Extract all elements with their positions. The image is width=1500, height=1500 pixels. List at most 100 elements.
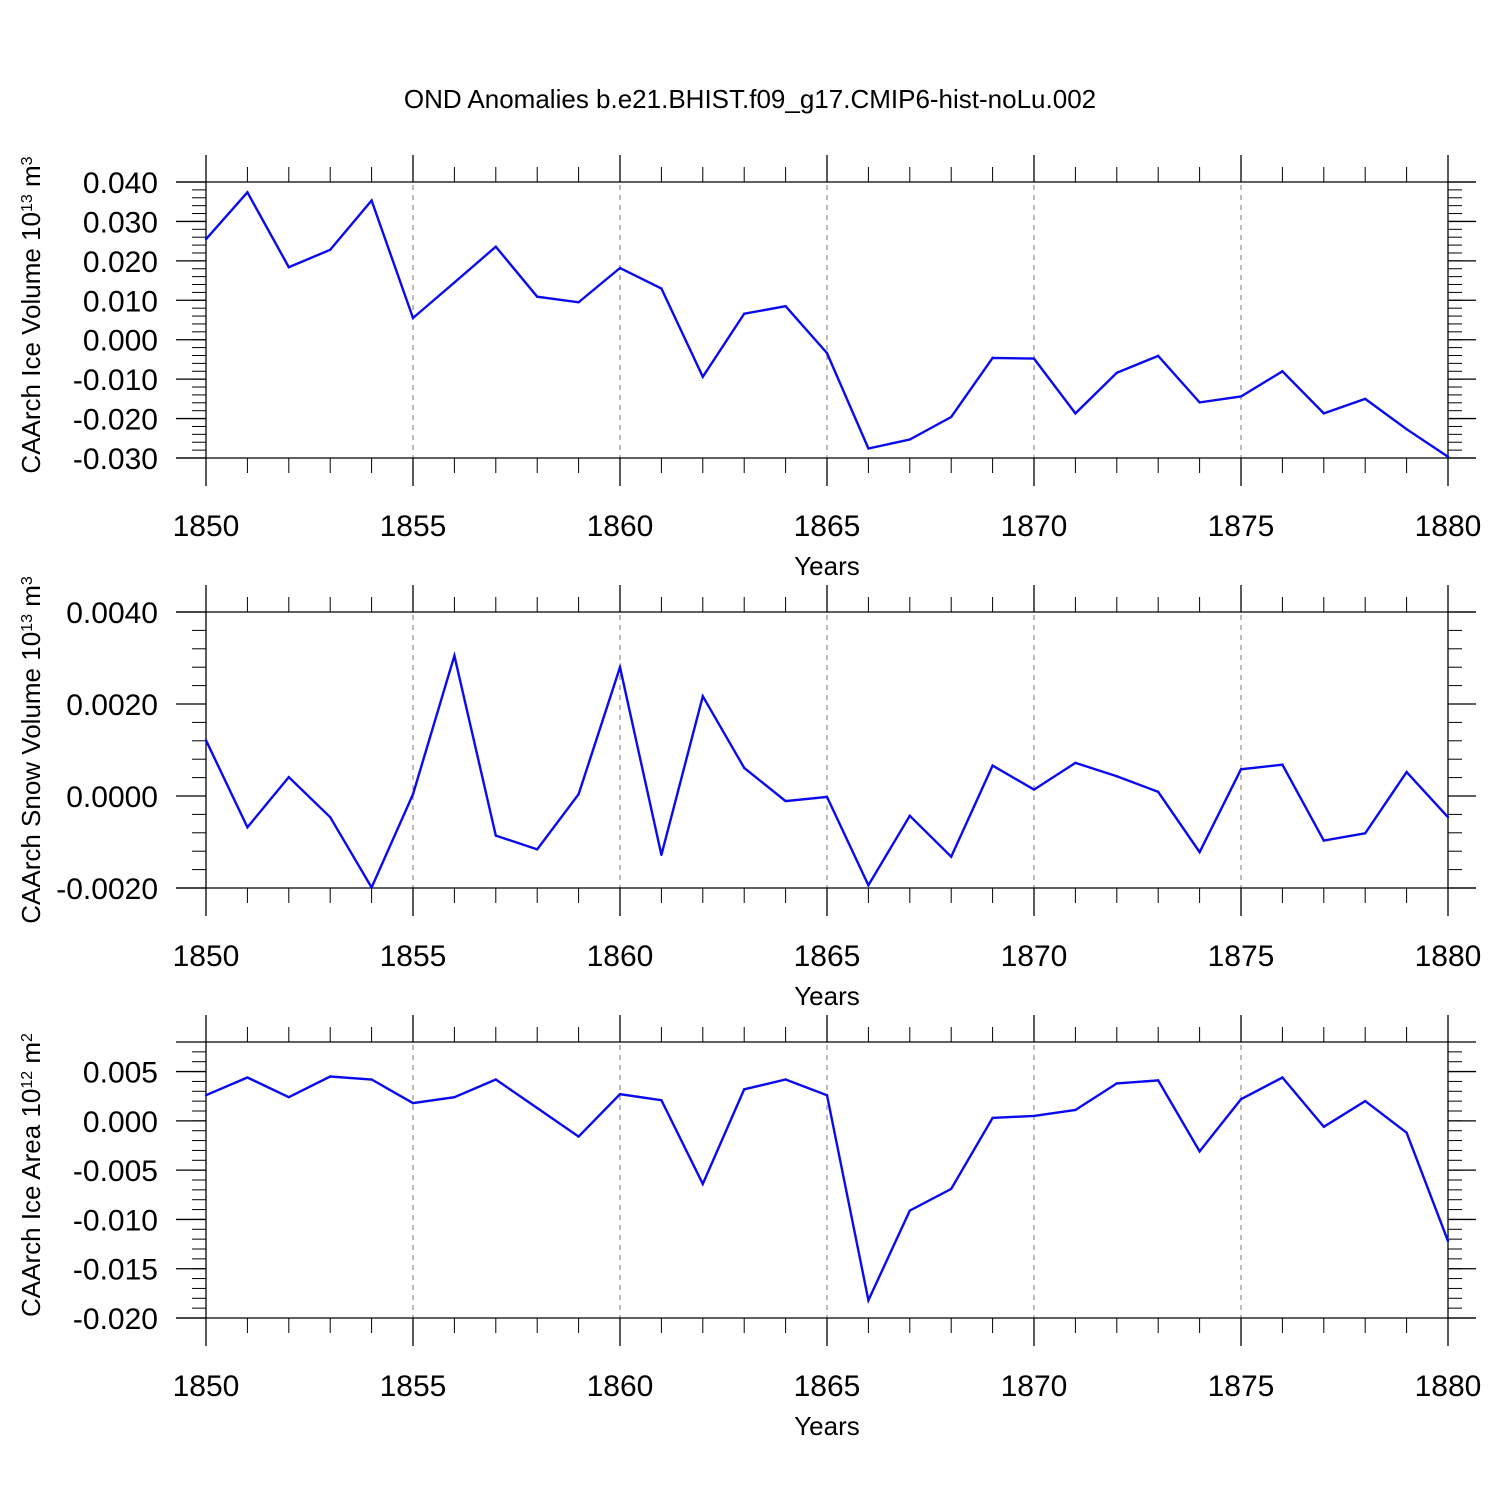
data-point — [1364, 397, 1367, 401]
data-point — [1032, 1114, 1036, 1118]
y-axis-label-ylabel-unit-sup: 3 — [19, 576, 36, 585]
y-tick-label: 0.030 — [83, 206, 158, 239]
y-tick-label: -0.020 — [73, 1303, 158, 1336]
data-point — [908, 1209, 911, 1212]
data-point — [287, 775, 290, 779]
y-axis-label-ylabel-unit: m — [16, 585, 46, 614]
data-point — [1074, 761, 1077, 765]
x-tick-label: 1875 — [1208, 1370, 1275, 1403]
x-tick-label: 1880 — [1415, 1370, 1482, 1403]
data-point — [1115, 775, 1119, 778]
data-point — [950, 1187, 953, 1191]
y-tick-label: -0.010 — [73, 1204, 158, 1237]
data-point — [1115, 371, 1119, 375]
data-point — [950, 415, 953, 419]
data-point — [1157, 354, 1160, 358]
data-point — [950, 855, 953, 858]
x-tick-label: 1855 — [380, 940, 447, 973]
data-point — [867, 884, 870, 887]
y-tick-label: -0.010 — [73, 364, 158, 397]
data-point — [329, 815, 332, 819]
x-tick-label: 1875 — [1208, 940, 1275, 973]
data-point — [453, 654, 456, 657]
data-point — [867, 447, 870, 450]
x-tick-label: 1870 — [1001, 1370, 1068, 1403]
data-point — [287, 265, 290, 269]
data-point — [494, 1078, 497, 1081]
data-point — [784, 1078, 787, 1081]
y-tick-label: 0.040 — [83, 167, 158, 200]
y-axis-label: CAArch Snow Volume 1013 m3 — [16, 576, 46, 924]
data-point — [204, 237, 208, 241]
data-point — [825, 1094, 829, 1097]
data-point — [1157, 790, 1160, 794]
data-point — [577, 301, 580, 304]
data-point — [908, 438, 911, 441]
chart-title: OND Anomalies b.e21.BHIST.f09_g17.CMIP6-… — [404, 84, 1096, 114]
y-tick-label: 0.0020 — [66, 689, 158, 722]
y-tick-label: 0.000 — [83, 1106, 158, 1139]
data-point — [1157, 1079, 1160, 1082]
data-point — [329, 248, 332, 252]
data-point — [660, 1098, 663, 1102]
data-point — [908, 814, 911, 817]
x-tick-label: 1870 — [1001, 510, 1068, 543]
data-point — [867, 1299, 870, 1302]
data-point — [370, 199, 373, 202]
y-axis-label-ylabel-unit: m — [16, 165, 46, 194]
data-point — [701, 694, 704, 698]
data-point — [1446, 455, 1450, 459]
y-axis-label: CAArch Ice Area 1012 m2 — [16, 1033, 46, 1317]
y-axis-label-ylabel: CAArch Ice Volume 10 — [16, 212, 46, 474]
data-point — [784, 305, 787, 308]
data-point — [1032, 357, 1036, 360]
y-tick-label: -0.030 — [73, 443, 158, 476]
y-tick-label: 0.010 — [83, 285, 158, 318]
y-tick-label: -0.005 — [73, 1155, 158, 1188]
data-point — [743, 1088, 746, 1091]
x-tick-label: 1870 — [1001, 940, 1068, 973]
data-point — [991, 764, 994, 767]
x-tick-label: 1865 — [794, 510, 861, 543]
data-point — [1198, 850, 1201, 854]
y-tick-label: 0.005 — [83, 1057, 158, 1090]
data-point — [536, 1106, 539, 1110]
data-point — [825, 351, 829, 355]
x-tick-label: 1860 — [587, 1370, 654, 1403]
data-point — [1074, 412, 1077, 415]
data-point — [453, 281, 456, 284]
data-point — [1364, 832, 1367, 835]
data-point — [1446, 815, 1450, 819]
x-tick-label: 1850 — [173, 1370, 240, 1403]
data-point — [701, 375, 704, 378]
x-tick-label: 1865 — [794, 940, 861, 973]
y-tick-label: 0.020 — [83, 246, 158, 279]
x-axis-label: Years — [794, 981, 860, 1011]
data-point — [1322, 412, 1326, 415]
data-point — [1405, 770, 1408, 774]
data-point — [577, 792, 580, 796]
y-axis-label-ylabel-sup: 13 — [19, 614, 36, 632]
y-axis-label-ylabel-sup: 13 — [19, 194, 36, 212]
y-tick-label: -0.020 — [73, 404, 158, 437]
data-point — [329, 1075, 332, 1078]
data-point — [1239, 768, 1243, 771]
x-tick-label: 1850 — [173, 510, 240, 543]
data-point — [1281, 763, 1284, 766]
x-axis-label: Years — [794, 1411, 860, 1441]
x-tick-label: 1880 — [1415, 940, 1482, 973]
x-axis-label: Years — [794, 551, 860, 581]
x-tick-label: 1850 — [173, 940, 240, 973]
data-point — [1032, 788, 1036, 791]
data-point — [1364, 1099, 1367, 1103]
data-point — [1281, 1076, 1284, 1079]
data-point — [743, 312, 746, 315]
y-axis-label-ylabel: CAArch Ice Area 10 — [16, 1089, 46, 1317]
data-point — [618, 266, 622, 270]
data-point — [370, 886, 373, 889]
y-tick-label: -0.0020 — [56, 873, 158, 906]
x-tick-label: 1855 — [380, 510, 447, 543]
panel-ice-area: 0.005 0.000 -0.005 -0.010 -0.015 -0.020 1850 18… — [16, 1015, 1481, 1441]
data-point — [494, 834, 497, 837]
